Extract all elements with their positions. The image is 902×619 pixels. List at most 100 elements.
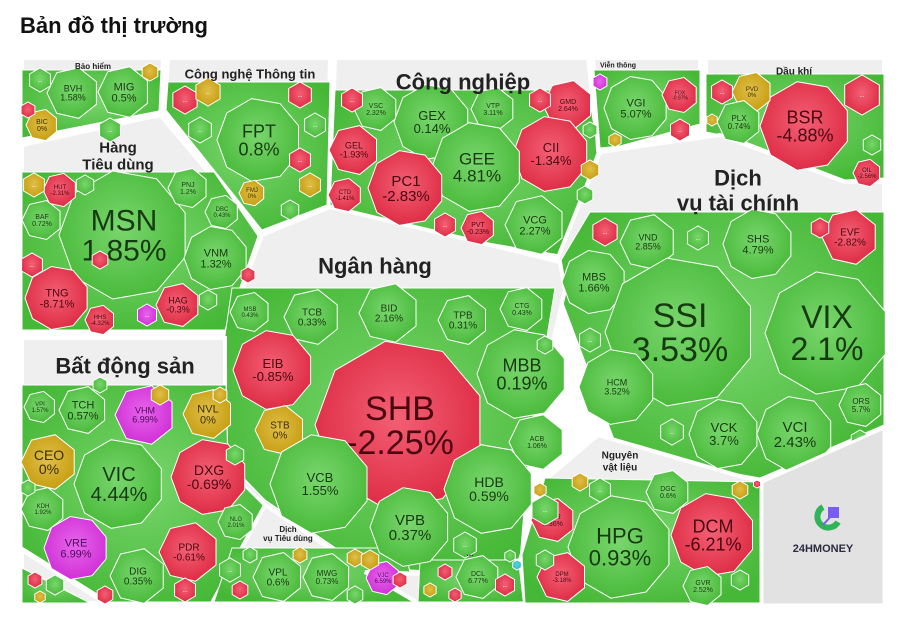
stock-cell-minor[interactable]: ...: [495, 573, 515, 597]
stock-cell-minor[interactable]: [212, 386, 228, 404]
stock-cell-minor[interactable]: ...: [589, 477, 611, 503]
stock-cell-eib[interactable]: EIB-0.85%: [232, 330, 312, 410]
stock-cell-minor[interactable]: [753, 479, 761, 489]
stock-cell-minor[interactable]: ...: [844, 74, 880, 116]
stock-cell-gel[interactable]: GEL-1.93%: [328, 125, 377, 175]
stock-cell-bsr[interactable]: BSR-4.88%: [759, 81, 848, 171]
stock-cell-minor[interactable]: [437, 563, 453, 581]
stock-cell-minor[interactable]: ...: [23, 172, 45, 198]
stock-cell-cii[interactable]: CII-1.34%: [512, 116, 588, 192]
stock-cell-minor[interactable]: [512, 559, 522, 571]
stock-cell-pdr[interactable]: PDR-0.61%: [158, 522, 217, 582]
stock-cell-minor[interactable]: ...: [299, 172, 321, 198]
stock-cell-minor[interactable]: [346, 585, 364, 605]
stock-cell-minor[interactable]: ...: [195, 77, 221, 107]
stock-cell-minor[interactable]: [504, 549, 516, 563]
stock-cell-minor[interactable]: [45, 574, 65, 596]
stock-cell-ctd[interactable]: CTD-1.41%: [327, 177, 361, 213]
stock-cell-minor[interactable]: [862, 134, 882, 156]
stock-cell-minor[interactable]: [92, 376, 108, 394]
stock-cell-minor[interactable]: ...: [592, 217, 618, 247]
stock-cell-minor[interactable]: ...: [137, 303, 157, 327]
stock-cell-minor[interactable]: ...: [289, 147, 311, 173]
stock-cell-minor[interactable]: [448, 587, 462, 603]
stock-cell-minor[interactable]: [240, 266, 256, 284]
stock-cell-minor[interactable]: ...: [579, 327, 601, 353]
stock-cell-minor[interactable]: ...: [660, 418, 684, 446]
stock-cell-minor[interactable]: ...: [304, 112, 326, 138]
stock-cell-fox[interactable]: FOX-0.97%: [661, 76, 697, 114]
stock-cell-minor[interactable]: ...: [711, 79, 733, 105]
stock-cell-minor[interactable]: [91, 250, 109, 270]
stock-cell-hag[interactable]: HAG-0.3%: [155, 283, 199, 327]
stock-cell-tng[interactable]: TNG-8.71%: [24, 265, 88, 331]
stock-cell-minor[interactable]: ...: [687, 225, 709, 251]
stock-cell-minor[interactable]: [150, 384, 170, 406]
stock-cell-minor[interactable]: ...: [288, 81, 312, 109]
stock-cell-minor[interactable]: ...: [99, 117, 121, 143]
stock-cell-minor[interactable]: [580, 159, 600, 181]
stock-cell-minor[interactable]: ...: [434, 212, 456, 238]
stock-cell-minor[interactable]: ...: [453, 531, 477, 559]
stock-cell-minor[interactable]: [533, 482, 547, 498]
stock-cell-oil[interactable]: OIL-2.56%: [852, 158, 881, 188]
stock-cell-hhs[interactable]: HHS-4.32%: [84, 304, 114, 336]
stock-cell-minor[interactable]: [75, 174, 95, 196]
stock-cell-minor[interactable]: [536, 335, 554, 355]
stock-cell-minor[interactable]: [730, 569, 750, 591]
stock-cell-minor[interactable]: [292, 546, 308, 564]
stock-cell-hut[interactable]: HUT-2.31%: [42, 172, 76, 208]
stock-cell-minor[interactable]: ...: [174, 577, 196, 603]
stock-cell-minor[interactable]: [96, 585, 114, 605]
stock-cell-minor[interactable]: [576, 185, 594, 205]
stock-cell-minor[interactable]: [27, 571, 43, 589]
stock-cell-dcm[interactable]: DCM-6.21%: [670, 493, 753, 577]
stock-cell-minor[interactable]: [242, 546, 258, 564]
stock-cell-minor[interactable]: [360, 549, 380, 571]
stock-cell-minor[interactable]: ...: [531, 494, 559, 526]
stock-cell-minor[interactable]: [34, 590, 46, 604]
stock-cell-minor[interactable]: [225, 444, 245, 466]
stock-cell-minor[interactable]: ...: [529, 87, 551, 113]
stock-cell-minor[interactable]: ...: [188, 116, 212, 144]
stock-cell-minor[interactable]: ...: [29, 67, 51, 93]
stock-cell-minor[interactable]: ...: [21, 252, 43, 278]
stock-cell-minor[interactable]: ...: [670, 118, 690, 142]
